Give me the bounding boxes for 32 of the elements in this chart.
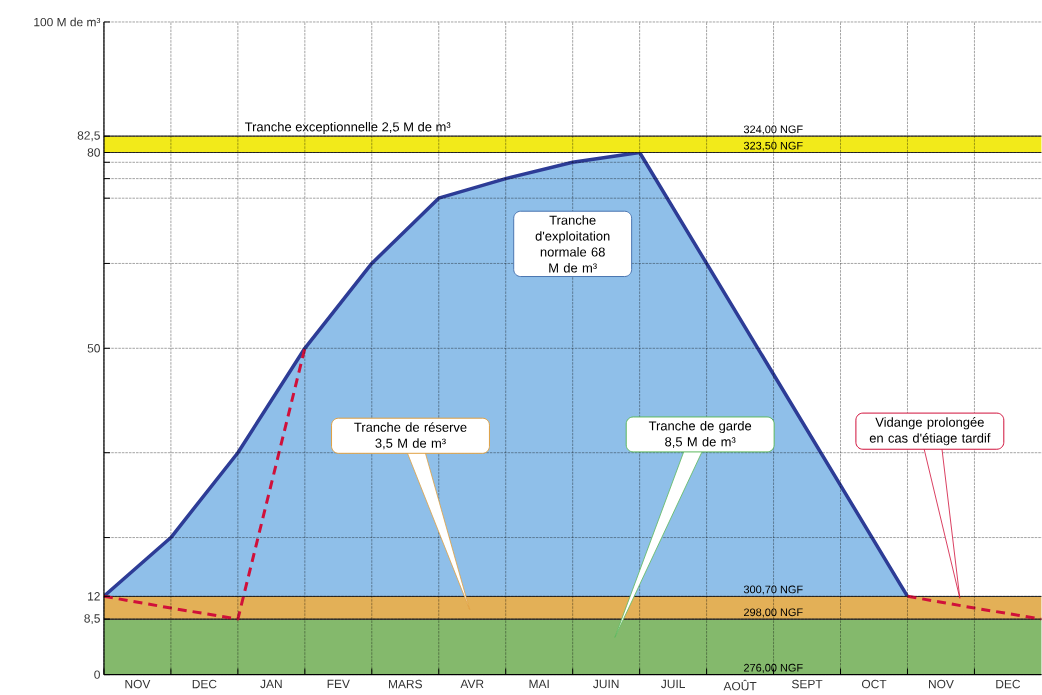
y-tick-label: 50 (87, 344, 100, 353)
text: JUIN (593, 680, 619, 689)
line-series (103, 347, 307, 621)
annotation: 324,00 NGF (743, 125, 803, 135)
text: JUIL (661, 680, 685, 689)
y-tick-label: 100 M de m³ (34, 17, 101, 27)
text: NOV (125, 680, 151, 689)
text: MARS (388, 680, 422, 689)
annotation: 298,00 NGF (744, 608, 803, 618)
annotation: 276,00 NGF (744, 664, 803, 674)
annotation: 323,50 NGF (743, 141, 803, 152)
text: AOÛT (723, 680, 757, 691)
text: NOV (929, 680, 954, 689)
text: DEC (192, 680, 217, 689)
text: SEPT (791, 680, 823, 689)
text: FEV (327, 680, 350, 689)
annotation: Tranche de garde 8,5 M de m³ (648, 421, 752, 449)
text: AVR (460, 680, 484, 689)
text: MAI (529, 680, 549, 689)
band-label: Tranche exceptionnelle 2,5 M de m³ (244, 122, 451, 135)
annotation: 300,70 NGF (743, 585, 803, 595)
annotation: Vidange prolongée en cas d'étiage tardif (869, 417, 991, 446)
annotation: Tranche de réserve 3,5 M de m³ (354, 422, 467, 450)
annotation: Tranche d'exploitation normale 68 M de m³ (535, 215, 610, 273)
y-tick-label: 0 (94, 670, 100, 680)
text: DEC (996, 680, 1021, 689)
y-tick-label: 80 (87, 148, 100, 157)
y-tick-label: 8,5 (84, 614, 100, 625)
y-tick-label: 82,5 (77, 131, 100, 142)
text: JAN (260, 680, 282, 689)
text: OCT (861, 680, 887, 689)
y-tick-label: 12 (88, 592, 100, 601)
